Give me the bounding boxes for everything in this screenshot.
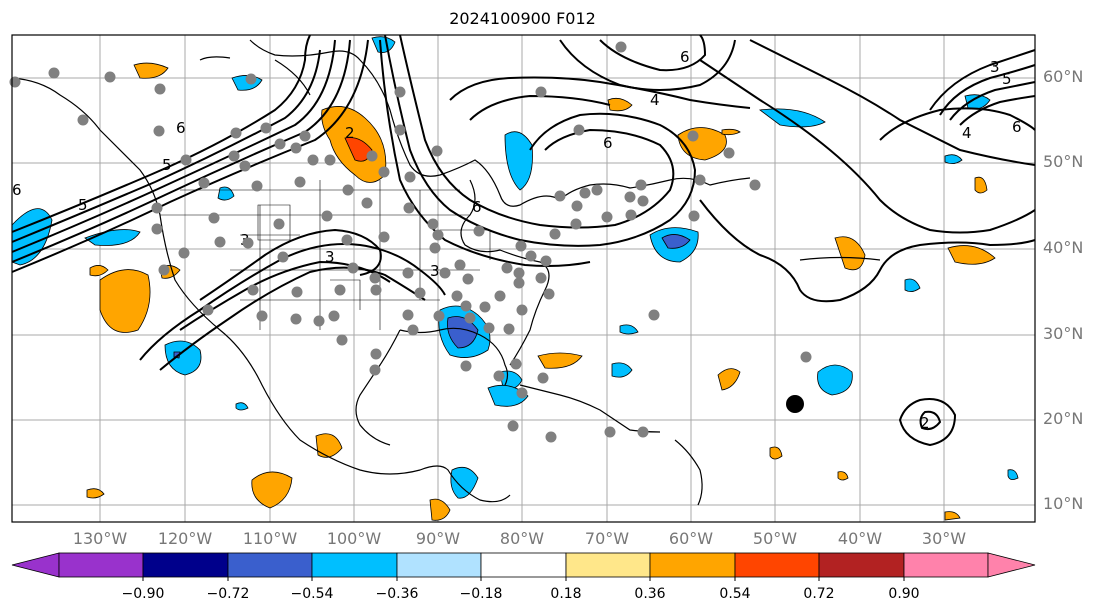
map-frame [11, 34, 1036, 523]
colorbar-tick-label: −0.72 [206, 586, 250, 602]
lon-label: 30°W [921, 529, 967, 548]
contour-label: 3 [325, 248, 335, 266]
lat-label: 50°N [1043, 152, 1084, 171]
lon-label: 90°W [415, 529, 461, 548]
station-markers [9, 41, 812, 443]
contour-label: 6 [176, 119, 186, 137]
lon-label: 50°W [752, 529, 798, 548]
colorbar-tick-label: −0.18 [459, 586, 503, 602]
contour-label: 6 [680, 48, 690, 66]
lat-label: 60°N [1043, 67, 1084, 86]
colorbar-tick-label: 0.54 [719, 586, 751, 602]
contour-label: 6 [472, 198, 482, 216]
lon-label: 110°W [242, 529, 298, 548]
lon-label: 60°W [668, 529, 714, 548]
lat-label: 20°N [1043, 409, 1084, 428]
contour-label: 6 [603, 134, 613, 152]
colorbar-tick-label: 0.18 [550, 586, 582, 602]
lon-label: 40°W [837, 529, 883, 548]
colorbar-tick-label: 0.90 [888, 586, 920, 602]
lon-label: 100°W [326, 529, 382, 548]
shaded-anomalies [11, 36, 1019, 521]
contour-label: 6 [12, 181, 22, 199]
lon-label: 120°W [157, 529, 213, 548]
colorbar-tick-label: 0.36 [634, 586, 666, 602]
contour-label: 3 [990, 58, 1000, 76]
map-area [12, 35, 1035, 522]
contour-label: 6 [1012, 118, 1022, 136]
lon-label: 80°W [499, 529, 545, 548]
contour-label: 3 [430, 262, 440, 280]
contour-label: 5 [1002, 70, 1012, 88]
contour-label: 2 [920, 414, 930, 432]
contour-label: 4 [962, 124, 972, 142]
colorbar-tick-label: −0.90 [121, 586, 165, 602]
contour-label: 5 [78, 196, 88, 214]
colorbar-tick-label: −0.54 [290, 586, 334, 602]
colorbar-tick-label: −0.36 [375, 586, 419, 602]
lon-label: 70°W [584, 529, 630, 548]
contour-label: 2 [345, 124, 355, 142]
map-title: 2024100900 F012 [449, 9, 596, 28]
colorbar-tick-label: 0.72 [803, 586, 835, 602]
storm-center-marker [786, 395, 804, 413]
contour-label: 5 [162, 156, 172, 174]
coastlines [11, 39, 881, 506]
lat-label: 10°N [1043, 494, 1084, 513]
colorbar [11, 552, 1036, 578]
lat-label: 40°N [1043, 238, 1084, 257]
contour-label: 4 [650, 91, 660, 109]
colorbar-ticks [142, 577, 905, 581]
lat-label: 30°N [1043, 324, 1084, 343]
lon-label: 130°W [72, 529, 128, 548]
